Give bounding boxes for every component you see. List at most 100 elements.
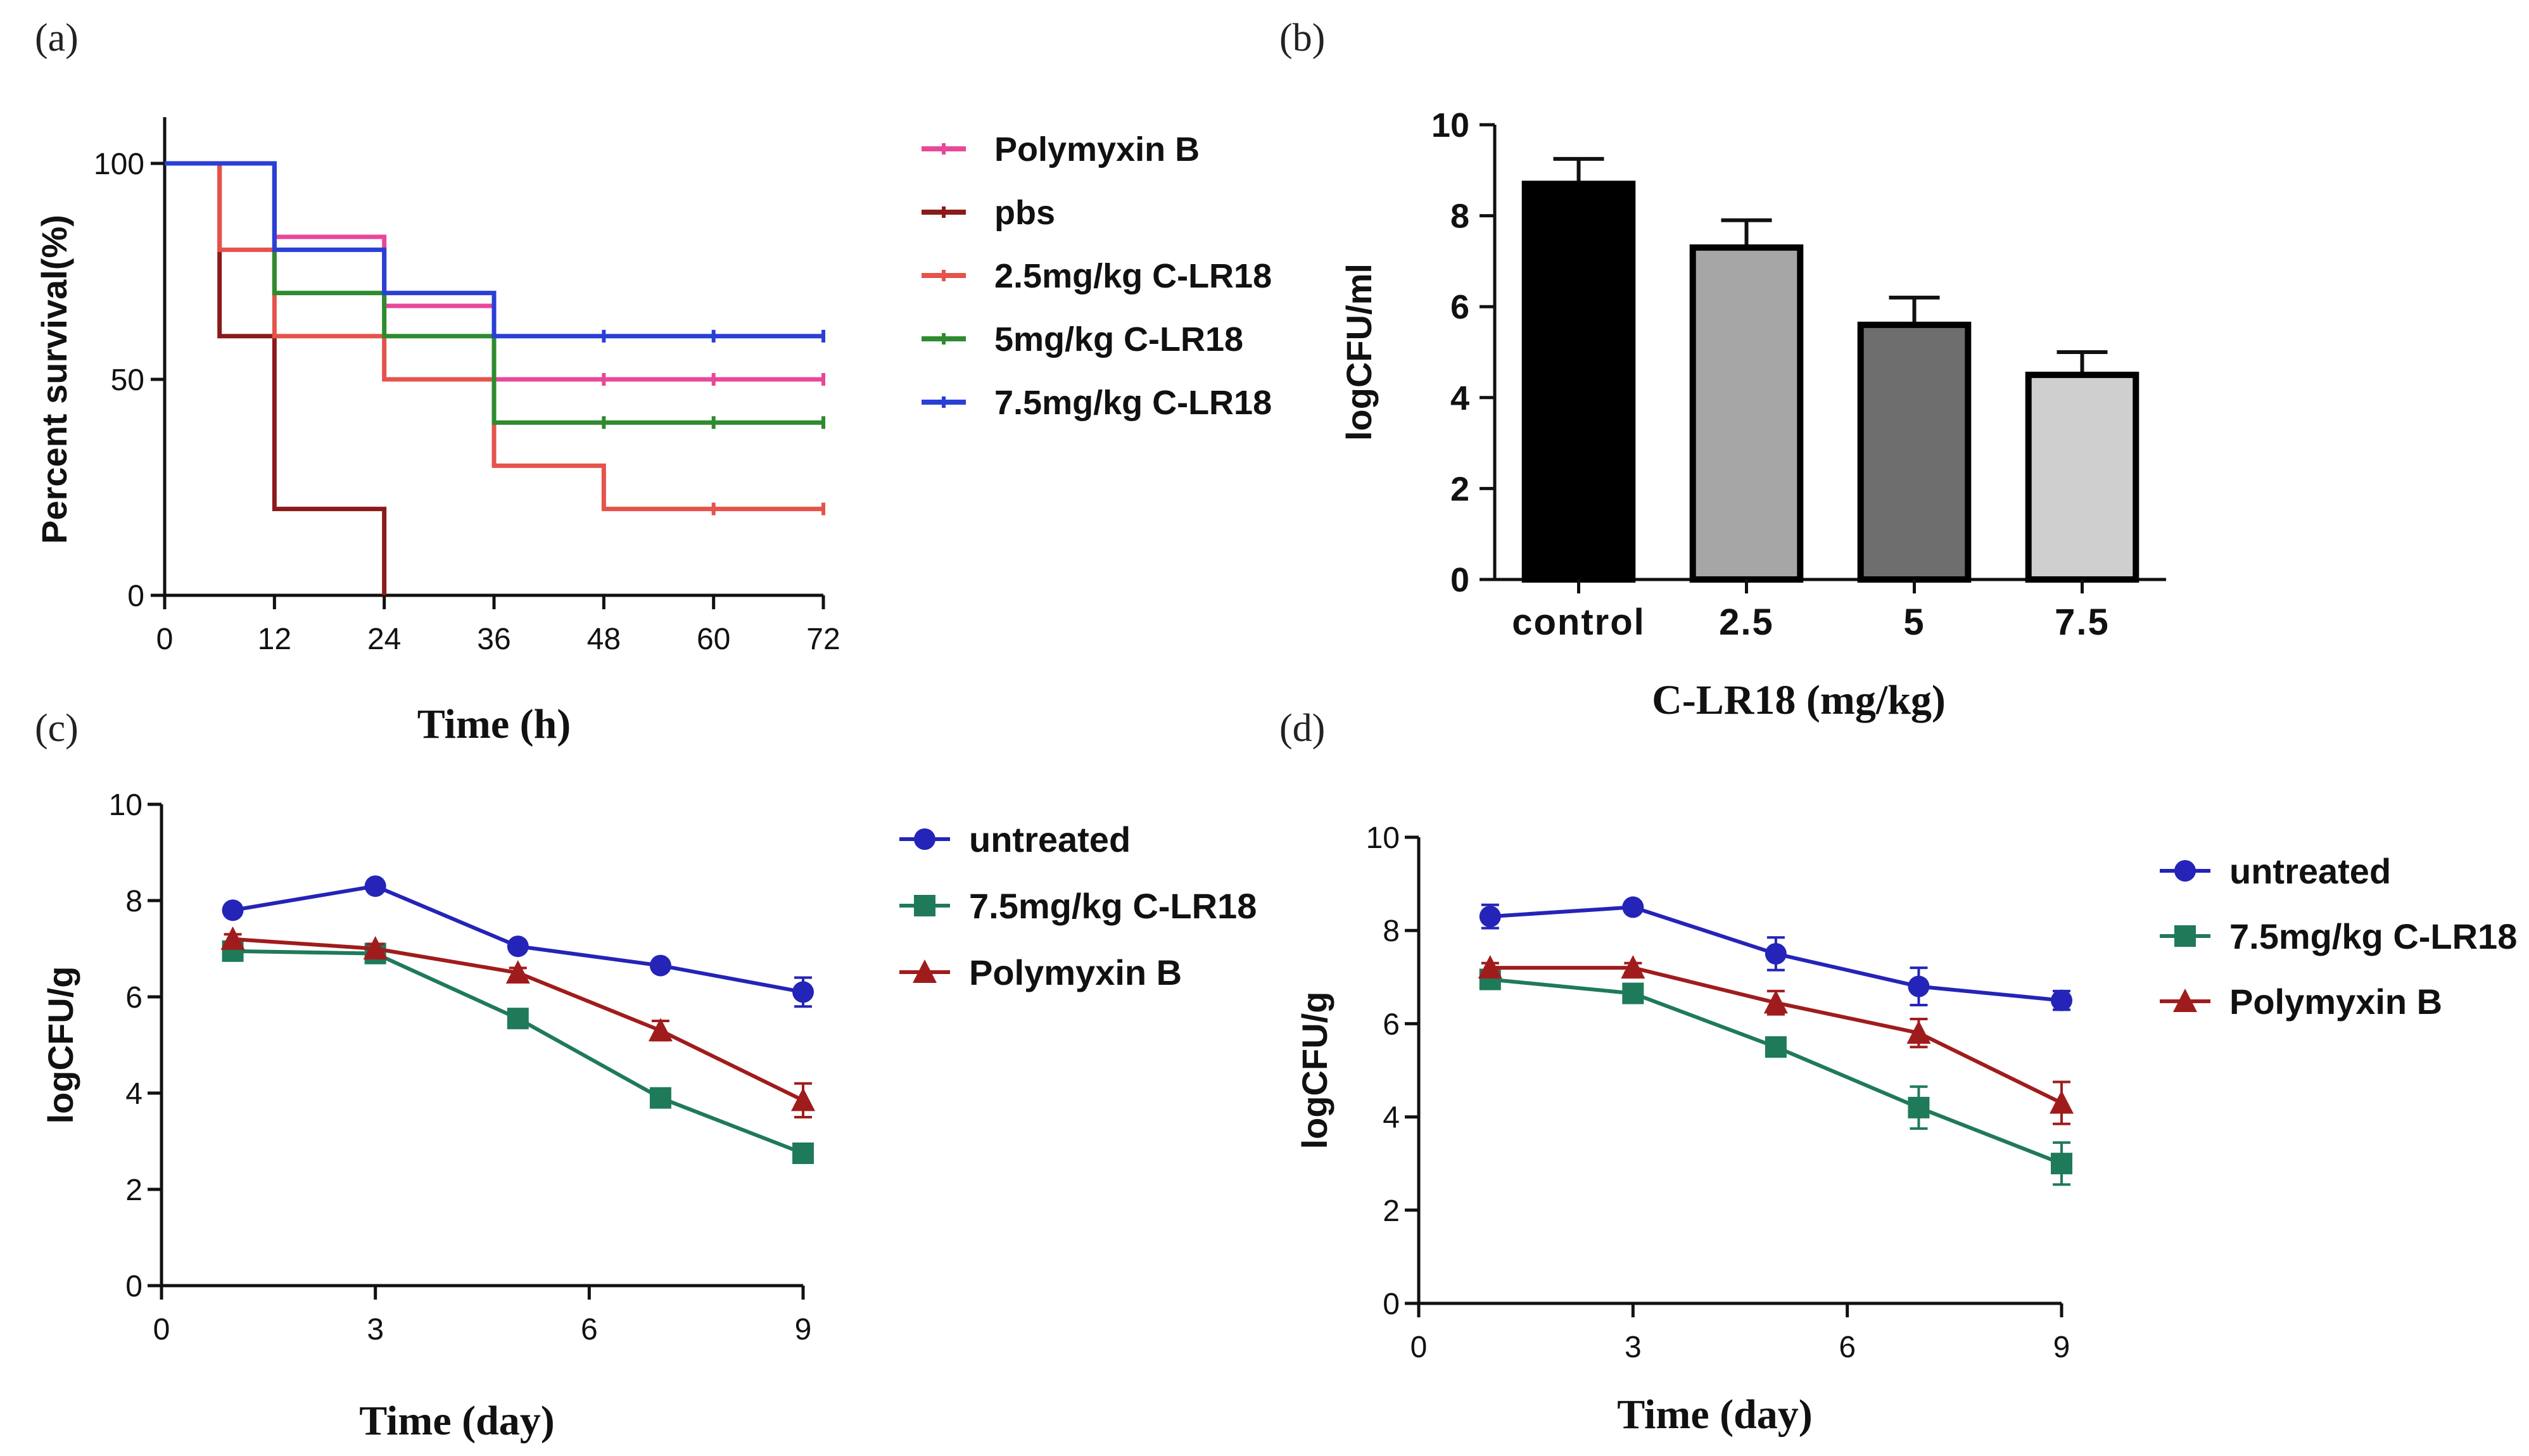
y-tick-label: 8 bbox=[1450, 198, 1469, 236]
x-tick-label: 3 bbox=[367, 1313, 384, 1346]
x-tick-label: 72 bbox=[806, 623, 840, 656]
legend-label: untreated bbox=[2229, 851, 2391, 891]
marker-triangle bbox=[2173, 989, 2197, 1012]
y-tick-label: 50 bbox=[111, 364, 144, 397]
marker-circle bbox=[1908, 975, 1930, 997]
y-tick-label: 6 bbox=[1450, 288, 1469, 326]
legend-label: Polymyxin B bbox=[2229, 982, 2442, 1022]
x-tick-label: 0 bbox=[153, 1313, 170, 1346]
legend-label: 7.5mg/kg C-LR18 bbox=[969, 886, 1257, 926]
marker-square bbox=[507, 1008, 529, 1030]
marker-circle bbox=[649, 954, 671, 977]
x-category-label: control bbox=[1512, 602, 1645, 643]
legend-label: Polymyxin B bbox=[994, 130, 1200, 168]
x-tick-label: 3 bbox=[1625, 1331, 1642, 1364]
y-tick-label: 4 bbox=[1450, 379, 1469, 417]
legend-label: 2.5mg/kg C-LR18 bbox=[994, 257, 1272, 295]
marker-circle bbox=[1765, 943, 1787, 965]
y-tick-label: 6 bbox=[1383, 1008, 1400, 1041]
marker-square bbox=[1908, 1096, 1930, 1118]
marker-triangle bbox=[1906, 1020, 1931, 1044]
panel-label-a: (a) bbox=[35, 16, 79, 60]
marker-square bbox=[1622, 982, 1644, 1004]
x-tick-label: 9 bbox=[2053, 1331, 2070, 1364]
marker-circle bbox=[507, 935, 529, 958]
x-axis-title: Time (h) bbox=[417, 701, 571, 747]
marker-triangle bbox=[1478, 955, 1502, 979]
chart-b-bar: 0 2 4 6 8 10 control 2.5 5 7.5 C-LR18 (mg/kg) logCF… bbox=[1339, 106, 2166, 723]
chart-d-cfu: 0 3 6 9 0 2 4 6 8 10 Time (day) logCFU/g untreated 7.… bbox=[1295, 821, 2517, 1438]
x-tick-label: 9 bbox=[795, 1313, 812, 1346]
bar-5 bbox=[1857, 321, 1972, 583]
x-tick-label: 6 bbox=[1839, 1331, 1856, 1364]
marker-square bbox=[2174, 925, 2196, 947]
y-tick-label: 2 bbox=[125, 1174, 143, 1207]
y-tick-label: 6 bbox=[125, 981, 143, 1015]
bar-7.5 bbox=[2025, 371, 2139, 583]
legend-label: 7.5mg/kg C-LR18 bbox=[994, 384, 1272, 422]
x-tick-label: 24 bbox=[367, 623, 401, 656]
x-axis-title: C-LR18 (mg/kg) bbox=[1652, 677, 1946, 723]
marker-triangle bbox=[220, 926, 245, 950]
x-category-label: 2.5 bbox=[1719, 602, 1774, 643]
marker-square bbox=[1765, 1036, 1787, 1058]
y-tick-label: 2 bbox=[1383, 1194, 1400, 1228]
marker-triangle bbox=[648, 1018, 673, 1042]
y-axis-title: logCFU/g bbox=[1295, 992, 1334, 1149]
x-tick-label: 0 bbox=[1410, 1331, 1428, 1364]
panel-label-d: (d) bbox=[1279, 707, 1325, 750]
marker-triangle bbox=[2050, 1090, 2074, 1114]
x-axis-title: Time (day) bbox=[1617, 1391, 1813, 1438]
x-tick-label: 6 bbox=[581, 1313, 598, 1346]
x-category-label: 5 bbox=[1903, 602, 1925, 643]
marker-square bbox=[2051, 1153, 2072, 1175]
legend-label: 7.5mg/kg C-LR18 bbox=[2229, 916, 2517, 956]
marker-triangle bbox=[791, 1087, 815, 1111]
legend-label: Polymyxin B bbox=[969, 953, 1182, 992]
marker-circle bbox=[364, 875, 386, 897]
marker-triangle bbox=[1763, 990, 1788, 1014]
y-tick-label: 4 bbox=[125, 1077, 143, 1111]
marker-triangle bbox=[1621, 955, 1645, 979]
y-tick-label: 0 bbox=[1450, 561, 1469, 599]
marker-circle bbox=[2174, 860, 2196, 882]
x-tick-label: 0 bbox=[156, 623, 174, 656]
marker-triangle bbox=[913, 959, 937, 983]
y-tick-label: 8 bbox=[125, 885, 143, 918]
legend-label: untreated bbox=[969, 820, 1131, 859]
y-tick-label: 100 bbox=[94, 148, 144, 181]
panel-label-b: (b) bbox=[1279, 16, 1325, 60]
marker-triangle bbox=[363, 936, 388, 959]
y-axis-title: logCFU/ml bbox=[1339, 263, 1379, 441]
legend-label: pbs bbox=[994, 194, 1055, 232]
y-tick-label: 0 bbox=[125, 1270, 143, 1303]
marker-circle bbox=[1622, 896, 1644, 918]
bar-control bbox=[1521, 180, 1636, 583]
y-tick-label: 0 bbox=[1383, 1288, 1400, 1321]
marker-circle bbox=[914, 828, 935, 850]
chart-a-survival: 0 12 24 36 48 60 72 0 50 100 Time (h) Percent survi… bbox=[34, 117, 1272, 747]
marker-circle bbox=[222, 899, 244, 921]
x-tick-label: 48 bbox=[587, 623, 621, 656]
y-tick-label: 10 bbox=[1366, 821, 1400, 855]
y-tick-label: 10 bbox=[1431, 106, 1469, 144]
marker-circle bbox=[792, 981, 814, 1003]
legend-label: 5mg/kg C-LR18 bbox=[994, 320, 1243, 358]
marker-square bbox=[914, 895, 935, 916]
x-tick-label: 60 bbox=[697, 623, 730, 656]
y-axis-title: Percent survival(%) bbox=[34, 215, 74, 544]
series-line-c_lr18_7_5 bbox=[165, 161, 823, 339]
marker-square bbox=[792, 1143, 814, 1164]
x-axis-title: Time (day) bbox=[359, 1398, 555, 1444]
marker-circle bbox=[1479, 906, 1501, 928]
marker-triangle bbox=[505, 960, 530, 984]
series-line-c_lr18_2_5 bbox=[165, 161, 823, 512]
x-tick-label: 12 bbox=[258, 623, 291, 656]
y-tick-label: 2 bbox=[1450, 470, 1469, 508]
y-tick-label: 10 bbox=[109, 788, 143, 822]
y-axis-title: logCFU/g bbox=[41, 966, 80, 1124]
panel-label-c: (c) bbox=[35, 707, 79, 750]
y-tick-label: 8 bbox=[1383, 915, 1400, 948]
marker-circle bbox=[2051, 989, 2072, 1011]
